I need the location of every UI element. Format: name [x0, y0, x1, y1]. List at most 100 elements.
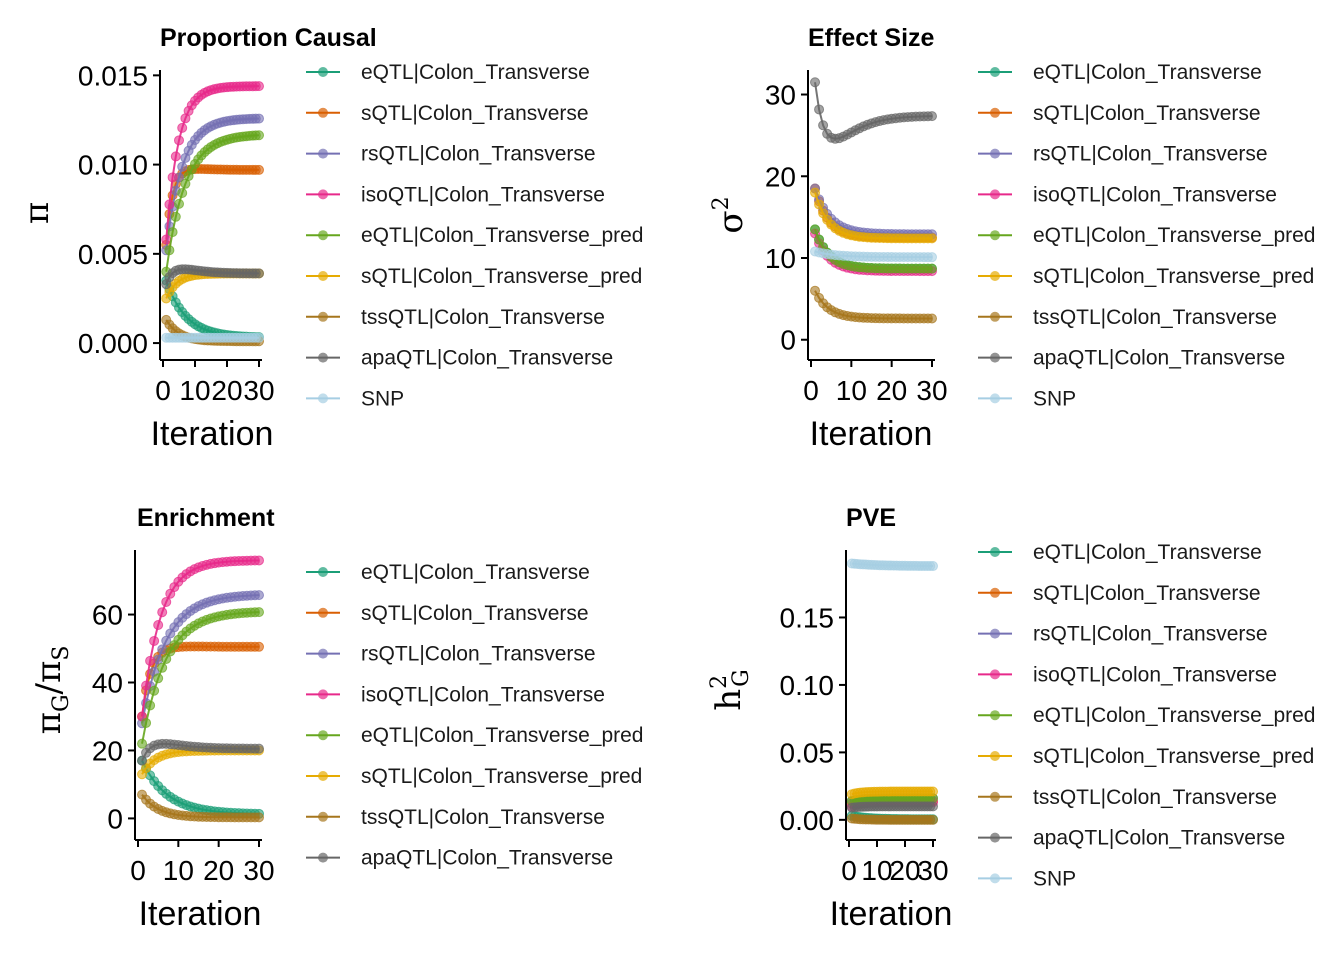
x-tick-label: 10 [179, 375, 210, 406]
legend-item: SNP [978, 387, 1076, 410]
legend-marker [990, 107, 1000, 118]
y-tick-label: 40 [92, 668, 123, 699]
y-tick-label: 0.05 [780, 737, 835, 768]
series-tssqtl-colon-transverse [810, 285, 937, 324]
series-isoqtl-colon-transverse [161, 81, 264, 245]
legend-label: isoQTL|Colon_Transverse [1033, 663, 1277, 686]
x-tick-label: 0 [803, 375, 819, 406]
legend-item: SNP [306, 387, 404, 410]
legend-marker [318, 189, 328, 200]
legend-item: eQTL|Colon_Transverse [978, 541, 1262, 564]
series-line [814, 82, 933, 140]
x-tick-label: 30 [243, 375, 274, 406]
data-point [814, 234, 825, 245]
series-rsqtl-colon-transverse [161, 113, 264, 256]
data-point [153, 673, 164, 684]
data-point [927, 263, 937, 274]
data-point [177, 122, 188, 133]
legend-marker [990, 352, 1000, 363]
data-point [810, 187, 821, 198]
data-point [157, 644, 168, 655]
legend-item: eQTL|Colon_Transverse [306, 61, 590, 84]
legend-label: eQTL|Colon_Transverse_pred [361, 724, 644, 747]
legend-item: rsQTL|Colon_Transverse [978, 623, 1268, 646]
legend-item: apaQTL|Colon_Transverse [978, 347, 1285, 370]
x-ticks: 0 10 20 30 [803, 360, 948, 406]
legend-item: isoQTL|Colon_Transverse [978, 663, 1277, 686]
legend-label: eQTL|Colon_Transverse_pred [1033, 224, 1316, 247]
x-tick-label: 20 [211, 375, 242, 406]
legend-marker [318, 852, 328, 863]
legend-marker [318, 311, 328, 322]
panel-title: Proportion Causal [160, 24, 377, 52]
y-tick-label: 0.010 [78, 150, 148, 181]
data-point [254, 555, 264, 566]
legend-item: isoQTL|Colon_Transverse [306, 183, 605, 206]
legend-marker [318, 67, 328, 77]
legend-label: eQTL|Colon_Transverse_pred [361, 224, 644, 247]
y-axis-label: π [17, 202, 57, 224]
data-point [177, 161, 188, 172]
legend-marker [318, 271, 328, 281]
legend-label: rsQTL|Colon_Transverse [1033, 143, 1268, 166]
data-point [149, 685, 160, 696]
data-point [254, 81, 264, 92]
legend-label: tssQTL|Colon_Transverse [361, 306, 605, 329]
legend-marker [318, 230, 328, 241]
legend-label: sQTL|Colon_Transverse_pred [361, 765, 642, 788]
plot-area [810, 77, 937, 324]
data-point [927, 111, 937, 122]
legend-marker [318, 567, 328, 577]
data-point [927, 313, 937, 324]
x-tick-label: 20 [203, 855, 234, 886]
data-point [928, 561, 938, 572]
legend-marker [990, 230, 1000, 241]
legend-item: isoQTL|Colon_Transverse [306, 683, 605, 706]
legend-item: sQTL|Colon_Transverse_pred [978, 265, 1314, 288]
legend: eQTL|Colon_Transverse sQTL|Colon_Transver… [978, 541, 1316, 890]
y-tick-label: 20 [765, 161, 796, 192]
legend-label: isoQTL|Colon_Transverse [361, 683, 605, 706]
legend: eQTL|Colon_Transverse sQTL|Colon_Transver… [306, 561, 644, 870]
data-point [161, 234, 172, 245]
series-sqtl-colon-transverse-pred [846, 786, 938, 800]
legend-item: apaQTL|Colon_Transverse [978, 827, 1285, 850]
x-axis-label: Iteration [139, 895, 262, 933]
legend-marker [990, 791, 1000, 802]
data-point [177, 187, 188, 198]
y-ticks: 0.000 0.005 0.010 0.015 [78, 60, 160, 359]
legend-label: isoQTL|Colon_Transverse [361, 183, 605, 206]
data-point [164, 245, 175, 256]
legend-marker [318, 689, 328, 700]
series-eqtl-colon-transverse-pred [137, 607, 264, 749]
legend-item: apaQTL|Colon_Transverse [306, 347, 613, 370]
panel-title: Enrichment [137, 504, 275, 532]
series-snp [846, 558, 938, 572]
legend-item: rsQTL|Colon_Transverse [306, 643, 596, 666]
data-point [254, 812, 264, 823]
legend-marker [990, 67, 1000, 77]
y-axis-label: σ2 [709, 196, 751, 233]
y-tick-label: 60 [92, 600, 123, 631]
data-point [810, 77, 821, 88]
legend-marker [990, 189, 1000, 200]
legend-item: SNP [978, 867, 1076, 890]
data-point [137, 738, 148, 749]
legend-label: sQTL|Colon_Transverse [361, 102, 589, 125]
series-isoqtl-colon-transverse [137, 555, 264, 722]
y-tick-label: 0.015 [78, 60, 148, 91]
legend-label: sQTL|Colon_Transverse_pred [1033, 265, 1314, 288]
plot-area [137, 555, 264, 823]
legend-label: eQTL|Colon_Transverse [361, 61, 590, 84]
data-point [174, 135, 184, 146]
legend-marker [990, 271, 1000, 281]
legend-label: tssQTL|Colon_Transverse [361, 806, 605, 829]
data-point [254, 164, 264, 175]
panel-effect-size: Effect Size 0 10 20 30 0 10 20 30 Iteration σ2… [709, 24, 1316, 453]
data-point [170, 211, 181, 222]
data-point [141, 717, 152, 728]
legend-label: sQTL|Colon_Transverse [361, 602, 589, 625]
legend-label: rsQTL|Colon_Transverse [361, 643, 596, 666]
legend-marker [318, 811, 328, 822]
